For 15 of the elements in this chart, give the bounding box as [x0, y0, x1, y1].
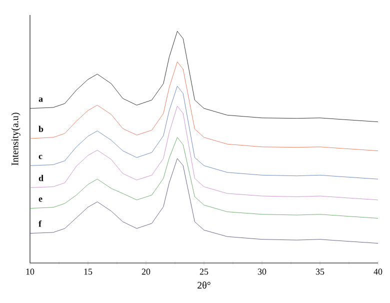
x-tick-label: 10 [26, 268, 34, 275]
x-tick-label: 30 [258, 268, 266, 275]
series-label: a [38, 98, 43, 102]
series-label: f [38, 220, 42, 227]
x-tick-label: 15 [84, 268, 92, 275]
series-label: c [38, 154, 42, 160]
x-tick-label: 25 [200, 268, 208, 275]
series-label: b [38, 126, 44, 132]
x-tick-label: 40 [374, 268, 382, 275]
x-axis-title: 2θ° [198, 282, 210, 289]
y-axis-title: Intensity(a.u) [11, 112, 20, 166]
x-tick-label: 20 [142, 268, 150, 275]
x-tick-label: 35 [316, 268, 324, 275]
series-label: d [38, 174, 44, 182]
series-label: e [38, 197, 42, 202]
